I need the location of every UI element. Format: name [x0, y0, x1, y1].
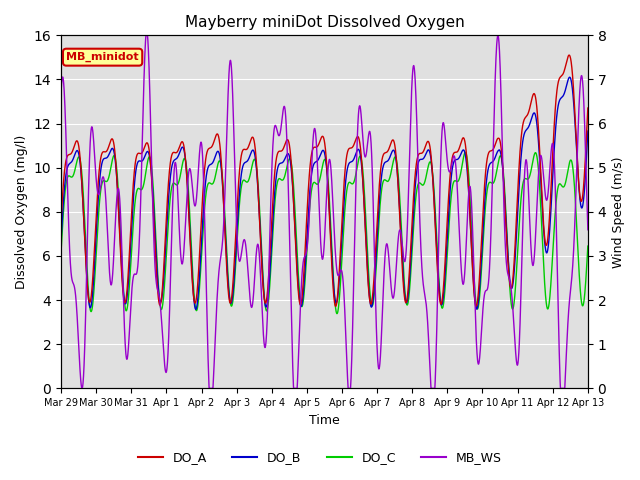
Legend: DO_A, DO_B, DO_C, MB_WS: DO_A, DO_B, DO_C, MB_WS: [133, 446, 507, 469]
Y-axis label: Wind Speed (m/s): Wind Speed (m/s): [612, 156, 625, 267]
Title: Mayberry miniDot Dissolved Oxygen: Mayberry miniDot Dissolved Oxygen: [184, 15, 464, 30]
X-axis label: Time: Time: [309, 414, 340, 427]
Y-axis label: Dissolved Oxygen (mg/l): Dissolved Oxygen (mg/l): [15, 135, 28, 289]
Text: MB_minidot: MB_minidot: [67, 52, 139, 62]
